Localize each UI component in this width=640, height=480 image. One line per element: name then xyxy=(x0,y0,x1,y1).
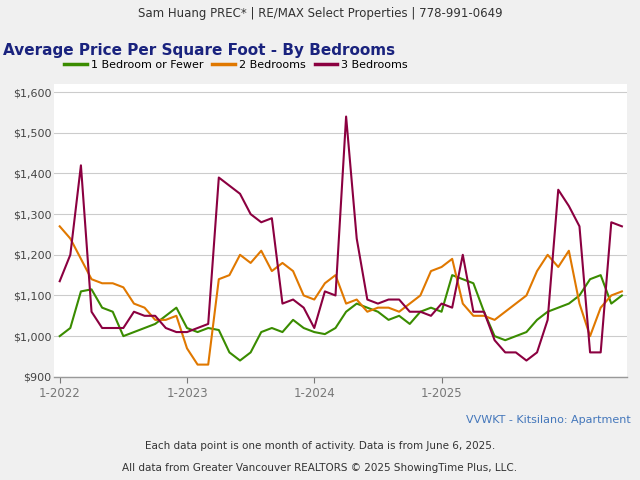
Text: Sam Huang PREC* | RE/MAX Select Properties | 778-991-0649: Sam Huang PREC* | RE/MAX Select Properti… xyxy=(138,7,502,20)
Text: Each data point is one month of activity. Data is from June 6, 2025.: Each data point is one month of activity… xyxy=(145,441,495,451)
Text: VVWKT - Kitsilano: Apartment: VVWKT - Kitsilano: Apartment xyxy=(466,415,630,425)
Text: All data from Greater Vancouver REALTORS © 2025 ShowingTime Plus, LLC.: All data from Greater Vancouver REALTORS… xyxy=(122,463,518,473)
Text: Average Price Per Square Foot - By Bedrooms: Average Price Per Square Foot - By Bedro… xyxy=(3,43,396,58)
Legend: 1 Bedroom or Fewer, 2 Bedrooms, 3 Bedrooms: 1 Bedroom or Fewer, 2 Bedrooms, 3 Bedroo… xyxy=(60,56,413,75)
